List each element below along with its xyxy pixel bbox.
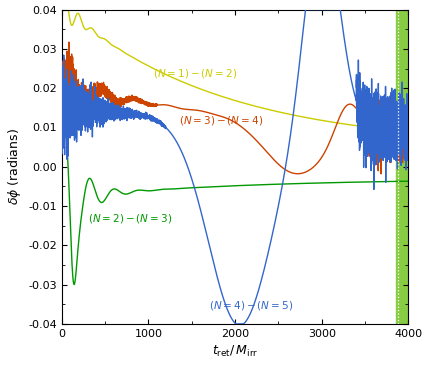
Text: $(N=2)-(N=3)$: $(N=2)-(N=3)$: [88, 212, 172, 225]
Text: $(N=4)-(N=5)$: $(N=4)-(N=5)$: [209, 299, 293, 312]
Y-axis label: $\delta\phi$ (radians): $\delta\phi$ (radians): [6, 128, 23, 205]
Bar: [396, 9, 408, 324]
X-axis label: $t_{\rm ret}/\,M_{\rm irr}$: $t_{\rm ret}/\,M_{\rm irr}$: [212, 344, 258, 360]
Text: $(N=3)-(N=4)$: $(N=3)-(N=4)$: [179, 114, 263, 127]
Text: $(N=1)-(N=2)$: $(N=1)-(N=2)$: [153, 67, 237, 80]
